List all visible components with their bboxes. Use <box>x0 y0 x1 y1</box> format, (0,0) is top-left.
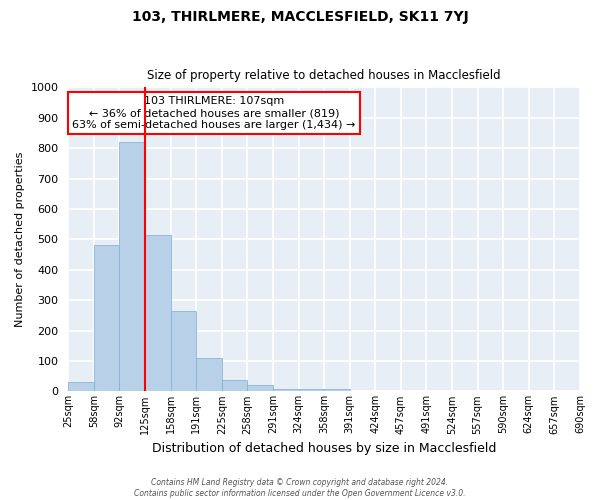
Bar <box>196 358 222 392</box>
X-axis label: Distribution of detached houses by size in Macclesfield: Distribution of detached houses by size … <box>152 442 496 455</box>
Bar <box>170 311 196 392</box>
Bar <box>94 246 119 392</box>
Bar <box>324 389 350 392</box>
Text: 103 THIRLMERE: 107sqm
← 36% of detached houses are smaller (819)
63% of semi-det: 103 THIRLMERE: 107sqm ← 36% of detached … <box>73 96 356 130</box>
Bar <box>119 142 145 392</box>
Bar <box>273 389 299 392</box>
Bar <box>145 235 170 392</box>
Y-axis label: Number of detached properties: Number of detached properties <box>15 152 25 327</box>
Text: Contains HM Land Registry data © Crown copyright and database right 2024.
Contai: Contains HM Land Registry data © Crown c… <box>134 478 466 498</box>
Title: Size of property relative to detached houses in Macclesfield: Size of property relative to detached ho… <box>148 69 501 82</box>
Bar <box>299 389 324 392</box>
Text: 103, THIRLMERE, MACCLESFIELD, SK11 7YJ: 103, THIRLMERE, MACCLESFIELD, SK11 7YJ <box>131 10 469 24</box>
Bar <box>222 380 247 392</box>
Bar <box>247 386 273 392</box>
Bar <box>68 382 94 392</box>
